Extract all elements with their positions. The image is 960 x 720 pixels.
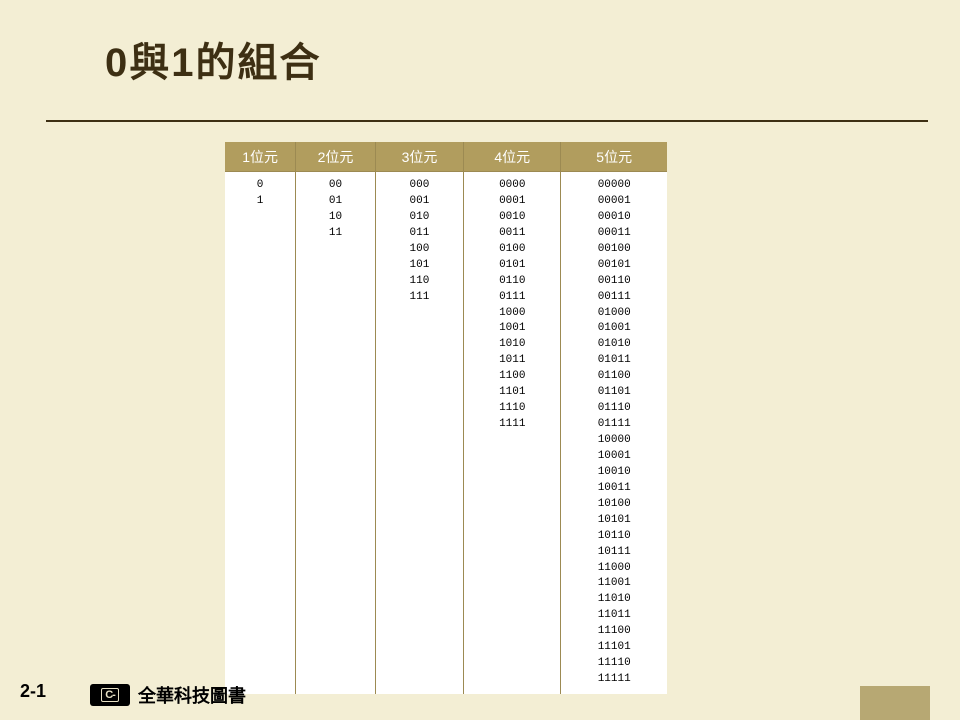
decorative-block	[860, 686, 930, 720]
table-body: 01 00011011 000001010011100101110111 000…	[225, 172, 667, 695]
page-title: 0與1的組合	[105, 30, 322, 88]
values-3bit: 000001010011100101110111	[375, 172, 463, 695]
publisher-logo-icon: C-	[90, 684, 130, 706]
title-underline	[46, 120, 928, 122]
header-1bit: 1位元	[225, 142, 296, 172]
header-2bit: 2位元	[296, 142, 376, 172]
page-number: 2-1	[20, 681, 46, 702]
publisher-name: 全華科技圖書	[138, 682, 246, 708]
publisher-logo-text: C-	[101, 688, 119, 702]
values-row: 01 00011011 000001010011100101110111 000…	[225, 172, 667, 695]
footer: 2-1 C- 全華科技圖書	[0, 684, 960, 720]
publisher-block: C- 全華科技圖書	[90, 682, 246, 708]
bit-combinations-table-wrap: 1位元 2位元 3位元 4位元 5位元 01 00011011 00000101…	[225, 142, 667, 694]
values-4bit: 0000000100100011010001010110011110001001…	[464, 172, 561, 695]
header-row: 1位元 2位元 3位元 4位元 5位元	[225, 142, 667, 172]
values-2bit: 00011011	[296, 172, 376, 695]
header-3bit: 3位元	[375, 142, 463, 172]
slide: 0與1的組合 1位元 2位元 3位元 4位元 5位元	[0, 0, 960, 720]
bit-combinations-table: 1位元 2位元 3位元 4位元 5位元 01 00011011 00000101…	[225, 142, 667, 694]
header-5bit: 5位元	[561, 142, 667, 172]
table-head: 1位元 2位元 3位元 4位元 5位元	[225, 142, 667, 172]
values-1bit: 01	[225, 172, 296, 695]
values-5bit: 0000000001000100001100100001010011000111…	[561, 172, 667, 695]
header-4bit: 4位元	[464, 142, 561, 172]
